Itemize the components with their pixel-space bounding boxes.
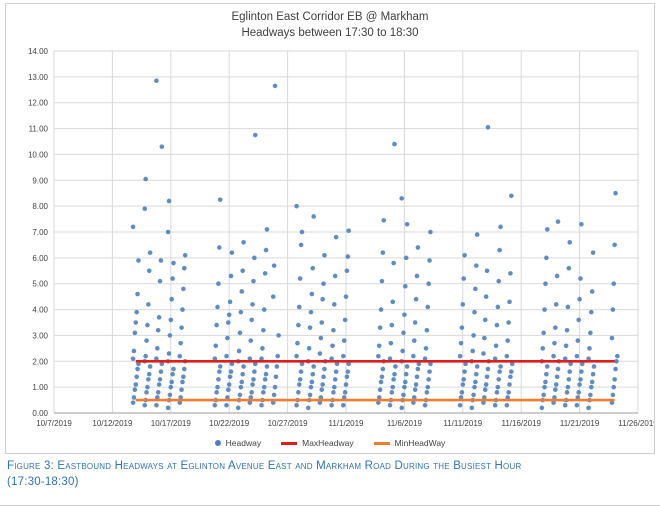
svg-text:11/16/2019: 11/16/2019 [501,419,541,428]
svg-text:6.00: 6.00 [32,254,48,263]
svg-text:14.00: 14.00 [28,47,49,56]
svg-text:5.00: 5.00 [32,280,48,289]
svg-text:11/1/2019: 11/1/2019 [329,419,365,428]
chart-legend: Headway MaxHeadway MinHeadWay [6,435,654,451]
figure-caption: Figure 3: Eastbound Headways at Eglinton… [5,454,655,492]
svg-text:11/26/2019: 11/26/2019 [618,419,654,428]
legend-item-minheadway: MinHeadWay [373,438,446,449]
svg-text:2.00: 2.00 [32,357,48,366]
svg-text:10.00: 10.00 [28,150,49,159]
svg-text:0.00: 0.00 [32,409,48,418]
svg-text:11/11/2019: 11/11/2019 [443,419,482,428]
chart-container: Eglinton East Corridor EB @ Markham Head… [5,3,655,455]
svg-text:12.00: 12.00 [28,99,49,108]
svg-text:10/7/2019: 10/7/2019 [36,419,72,428]
legend-label-minheadway: MinHeadWay [394,438,446,449]
maxheadway-line-swatch [281,441,298,445]
svg-text:10/17/2019: 10/17/2019 [151,419,192,428]
svg-text:1.00: 1.00 [32,383,48,392]
svg-text:10/12/2019: 10/12/2019 [92,419,133,428]
chart-subtitle: Headways between 17:30 to 18:30 [241,26,419,39]
legend-item-maxheadway: MaxHeadway [281,438,354,448]
svg-text:3.00: 3.00 [32,331,48,340]
svg-text:13.00: 13.00 [28,73,49,82]
svg-text:11/21/2019: 11/21/2019 [560,419,600,428]
svg-text:8.00: 8.00 [32,202,48,211]
legend-item-headway: Headway [214,438,262,449]
headway-point-swatch [214,440,221,447]
minheadway-line-swatch [373,441,390,445]
figure-caption-line2: (17:30-18:30) [7,475,79,488]
svg-text:10/22/2019: 10/22/2019 [209,419,250,428]
chart-title: Eglinton East Corridor EB @ Markham [231,11,429,23]
figure-caption-line1: Figure 3: Eastbound Headways at Eglinton… [7,460,522,473]
chart-plot: 10/7/2019 10/12/2019 10/17/2019 10/22/2019 1… [28,47,654,428]
chart-title-block: Eglinton East Corridor EB @ Markham Head… [6,10,654,41]
svg-text:10/27/2019: 10/27/2019 [268,419,309,428]
svg-text:4.00: 4.00 [32,306,48,315]
svg-text:11/6/2019: 11/6/2019 [387,419,423,428]
svg-text:9.00: 9.00 [32,176,48,185]
svg-text:11.00: 11.00 [29,125,49,134]
legend-label-headway: Headway [225,438,262,449]
legend-label-maxheadway: MaxHeadway [302,438,354,449]
svg-text:7.00: 7.00 [32,228,48,237]
